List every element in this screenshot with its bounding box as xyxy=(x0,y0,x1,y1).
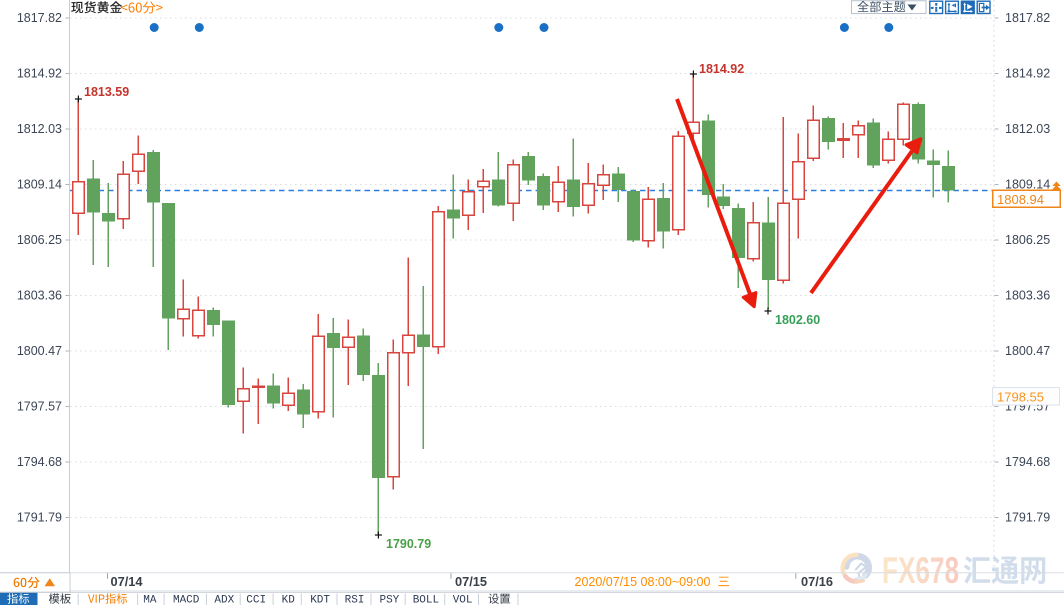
svg-text:1800.47: 1800.47 xyxy=(17,344,62,358)
svg-text:1808.94: 1808.94 xyxy=(997,192,1044,207)
svg-text:ADX: ADX xyxy=(214,595,234,605)
svg-text:1817.82: 1817.82 xyxy=(1005,11,1050,25)
svg-text:07/15: 07/15 xyxy=(455,574,487,589)
svg-text:1814.92: 1814.92 xyxy=(1005,67,1050,81)
svg-text:1794.68: 1794.68 xyxy=(1005,455,1050,469)
svg-text:1814.92: 1814.92 xyxy=(17,67,62,81)
svg-text:1800.47: 1800.47 xyxy=(1005,344,1050,358)
svg-text:07/16: 07/16 xyxy=(801,574,833,589)
svg-text:1812.03: 1812.03 xyxy=(17,122,62,136)
svg-text:1791.79: 1791.79 xyxy=(1005,511,1050,525)
svg-text:1813.59: 1813.59 xyxy=(84,85,129,99)
svg-text:CCI: CCI xyxy=(246,595,266,605)
svg-text:1806.25: 1806.25 xyxy=(17,233,62,247)
svg-text:1790.79: 1790.79 xyxy=(386,537,431,551)
svg-text:1798.55: 1798.55 xyxy=(997,389,1044,404)
svg-text:MA: MA xyxy=(143,595,157,605)
svg-text:1806.25: 1806.25 xyxy=(1005,233,1050,247)
svg-text:1802.60: 1802.60 xyxy=(775,313,820,327)
svg-text:RSI: RSI xyxy=(345,595,365,605)
svg-text:1803.36: 1803.36 xyxy=(1005,289,1050,303)
svg-text:1797.57: 1797.57 xyxy=(17,400,62,414)
svg-text:2020/07/15 08:00~09:00: 2020/07/15 08:00~09:00 xyxy=(575,575,711,589)
svg-text:KDT: KDT xyxy=(310,595,330,605)
svg-text:1794.68: 1794.68 xyxy=(17,455,62,469)
svg-text:1791.79: 1791.79 xyxy=(17,511,62,525)
svg-text:FX678: FX678 xyxy=(882,550,959,591)
svg-text:07/14: 07/14 xyxy=(111,574,144,589)
svg-text:KD: KD xyxy=(282,595,296,605)
svg-text:1809.14: 1809.14 xyxy=(1005,178,1050,192)
svg-text:1817.82: 1817.82 xyxy=(17,11,62,25)
svg-text:1809.14: 1809.14 xyxy=(17,178,62,192)
svg-text:1812.03: 1812.03 xyxy=(1005,122,1050,136)
svg-text:MACD: MACD xyxy=(173,595,200,605)
svg-text:1814.92: 1814.92 xyxy=(699,62,744,76)
svg-text:PSY: PSY xyxy=(379,595,399,605)
svg-text:BOLL: BOLL xyxy=(413,595,439,605)
svg-text:1803.36: 1803.36 xyxy=(17,289,62,303)
svg-text:VOL: VOL xyxy=(453,595,473,605)
